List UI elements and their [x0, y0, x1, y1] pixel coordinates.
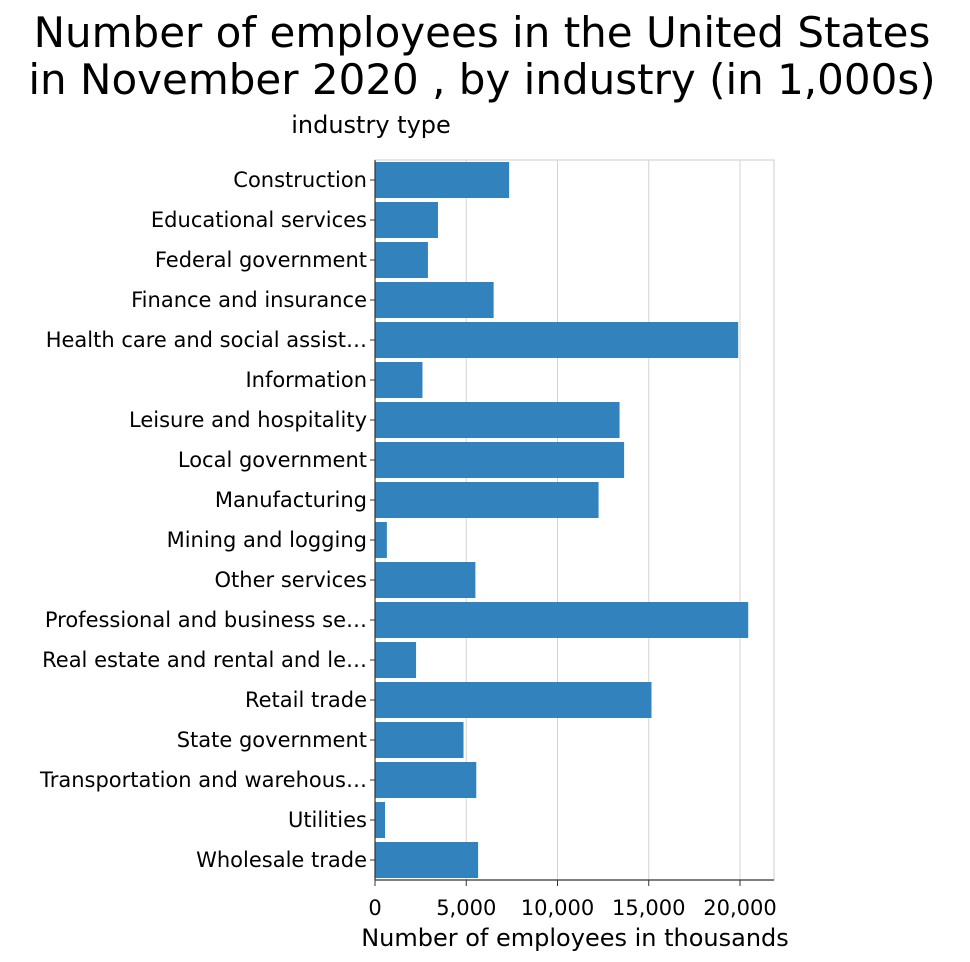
category-label-7: Local government: [178, 448, 367, 472]
x-axis-ticks: 0 5,000 10,000 15,000 20,000: [368, 880, 777, 920]
category-label-8: Manufacturing: [215, 488, 367, 512]
bars: [375, 162, 749, 878]
bar-7: [375, 442, 625, 478]
category-label-4: Health care and social assist…: [46, 328, 367, 352]
category-label-9: Mining and logging: [167, 528, 367, 552]
x-tick-label-4: 20,000: [703, 896, 776, 920]
bar-12: [375, 642, 417, 678]
category-label-17: Wholesale trade: [196, 848, 367, 872]
category-label-15: Transportation and warehous…: [39, 768, 367, 792]
category-label-1: Educational services: [151, 208, 367, 232]
bar-1: [375, 202, 438, 238]
category-label-14: State government: [177, 728, 367, 752]
bar-14: [375, 722, 464, 758]
bar-3: [375, 282, 494, 318]
category-label-10: Other services: [215, 568, 367, 592]
category-label-13: Retail trade: [245, 688, 367, 712]
x-tick-label-0: 0: [368, 896, 381, 920]
category-label-16: Utilities: [288, 808, 367, 832]
bar-4: [375, 322, 739, 358]
bar-15: [375, 762, 477, 798]
category-label-12: Real estate and rental and le…: [42, 648, 367, 672]
category-labels: Construction Educational services Federal …: [39, 168, 375, 872]
bar-6: [375, 402, 620, 438]
category-label-0: Construction: [233, 168, 367, 192]
bar-16: [375, 802, 386, 838]
bar-10: [375, 562, 476, 598]
bar-8: [375, 482, 599, 518]
bar-2: [375, 242, 428, 278]
gridlines: [465, 160, 741, 880]
x-tick-label-3: 15,000: [612, 896, 685, 920]
x-tick-label-1: 5,000: [436, 896, 496, 920]
category-label-3: Finance and insurance: [131, 288, 367, 312]
chart-title-line-1: Number of employees in the United States: [34, 8, 931, 57]
bar-5: [375, 362, 423, 398]
x-tick-label-2: 10,000: [521, 896, 594, 920]
category-label-2: Federal government: [155, 248, 367, 272]
category-label-11: Professional and business se…: [45, 608, 367, 632]
bar-0: [375, 162, 510, 198]
chart-title-line-2: in November 2020 , by industry (in 1,000…: [28, 55, 935, 104]
x-axis-title: Number of employees in thousands: [361, 924, 789, 952]
bar-9: [375, 522, 387, 558]
bar-13: [375, 682, 652, 718]
bar-11: [375, 602, 749, 638]
category-label-5: Information: [245, 368, 367, 392]
category-label-6: Leisure and hospitality: [129, 408, 367, 432]
y-axis-title: industry type: [291, 111, 451, 139]
bar-17: [375, 842, 479, 878]
